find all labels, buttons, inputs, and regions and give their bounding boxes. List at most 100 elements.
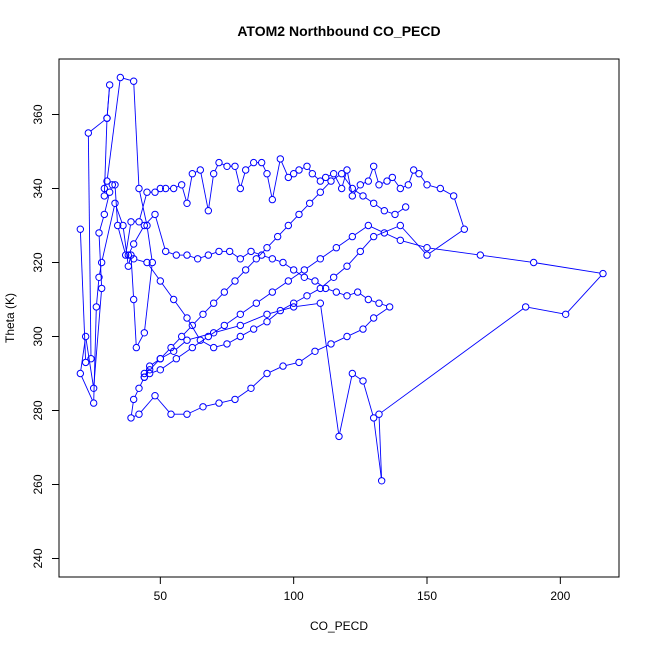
y-tick-label: 340 (31, 178, 45, 198)
data-point (223, 340, 231, 348)
series-segment (272, 161, 281, 197)
series-segment (101, 206, 115, 260)
data-point (127, 414, 135, 422)
data-point (295, 358, 303, 367)
series-segment (290, 216, 298, 224)
series-segment (348, 253, 359, 265)
series-segment (240, 172, 246, 186)
data-point (129, 240, 138, 248)
x-tick-label: 200 (550, 589, 570, 603)
series-segment (322, 249, 334, 258)
series-segment (371, 226, 382, 232)
series-segment (139, 195, 147, 219)
series-segment (393, 179, 399, 187)
data-point (343, 262, 351, 270)
series-segment (131, 402, 134, 415)
data-point (273, 232, 282, 241)
series-segment (301, 352, 313, 361)
data-point (385, 303, 394, 311)
series-segment (402, 227, 426, 254)
y-tick-label: 300 (31, 326, 45, 346)
series-segment (528, 307, 563, 315)
data-point (225, 247, 234, 256)
series-segment (269, 312, 279, 320)
data-point (156, 277, 165, 285)
x-tick-label: 150 (417, 589, 437, 603)
data-point (289, 170, 298, 178)
y-tick-label: 260 (31, 474, 45, 494)
data-point (135, 184, 143, 193)
series-segment (122, 228, 129, 264)
data-point (599, 269, 607, 278)
series-segment (343, 176, 351, 187)
data-point (129, 295, 138, 304)
data-point (196, 166, 205, 174)
data-point (156, 366, 165, 374)
series-segment (286, 362, 296, 366)
data-point (209, 170, 218, 178)
data-point (311, 277, 319, 285)
series-segment (322, 183, 330, 191)
series-segment (454, 198, 464, 227)
data-point (204, 332, 213, 341)
series-segment (208, 176, 214, 208)
data-point (300, 273, 309, 281)
data-point (343, 292, 351, 300)
series-segment (134, 228, 144, 242)
data-point (263, 170, 271, 178)
series-segment (243, 315, 265, 325)
series-segment (320, 306, 340, 434)
series-segment (378, 417, 382, 478)
data-point (231, 277, 239, 285)
data-point (303, 292, 311, 300)
data-point (380, 207, 389, 215)
series-segment (80, 339, 86, 371)
data-point (356, 181, 365, 189)
series-segment (80, 232, 86, 360)
series-segment (85, 339, 94, 386)
data-point (305, 199, 314, 208)
data-point (223, 162, 231, 171)
x-axis: 50 100 150 200 (154, 576, 571, 603)
data-point (375, 410, 383, 418)
series-segment (211, 252, 217, 255)
data-point (183, 251, 191, 259)
data-point (84, 129, 93, 137)
series-segment (258, 249, 266, 257)
data-point (113, 221, 122, 230)
data-point (121, 251, 130, 259)
series-segment (536, 262, 600, 274)
data-point (561, 310, 570, 318)
series-segment (152, 360, 158, 365)
y-tick-label: 360 (31, 104, 45, 124)
series-segment (420, 176, 426, 183)
data-point (97, 258, 106, 267)
data-point (135, 218, 143, 226)
series-segment (242, 252, 249, 258)
data-point (183, 336, 191, 344)
series-segment (175, 341, 185, 350)
data-point (300, 266, 309, 274)
data-point (111, 181, 119, 189)
data-point (188, 170, 197, 178)
series-segment (309, 289, 318, 295)
series-segment (362, 238, 372, 250)
series-segment (256, 322, 265, 328)
series-segment (106, 80, 121, 178)
data-point (140, 369, 149, 378)
data-point (268, 195, 277, 204)
data-point (316, 188, 325, 196)
series-segment (215, 294, 223, 302)
series-segment (347, 173, 353, 193)
series-segment (279, 227, 287, 235)
series-segment (349, 292, 355, 296)
data-point (161, 184, 170, 193)
data-point (295, 210, 303, 219)
series-segment (123, 77, 131, 81)
series-segment (360, 293, 366, 299)
data-point (188, 321, 197, 330)
data-point (343, 166, 351, 174)
data-point (289, 299, 298, 307)
data-point (148, 258, 157, 267)
series-segment (314, 175, 319, 180)
